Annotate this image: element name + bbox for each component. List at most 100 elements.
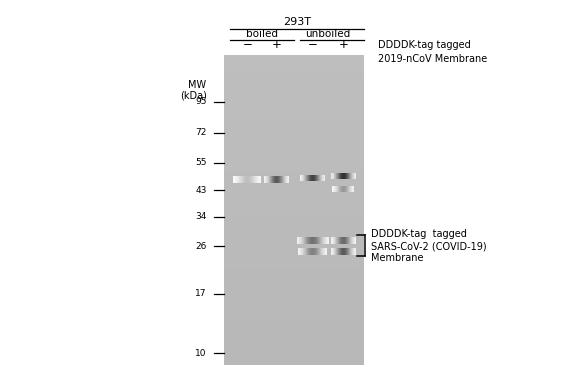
Bar bbox=[224, 353, 364, 357]
Bar bbox=[224, 307, 364, 311]
Bar bbox=[224, 140, 364, 144]
Bar bbox=[224, 78, 364, 82]
Bar bbox=[224, 314, 364, 318]
Bar bbox=[224, 222, 364, 225]
Text: 10: 10 bbox=[195, 349, 207, 358]
Text: +: + bbox=[272, 38, 281, 51]
Bar bbox=[224, 225, 364, 229]
Text: boiled: boiled bbox=[246, 29, 278, 39]
Bar bbox=[224, 167, 364, 171]
Bar bbox=[224, 86, 364, 90]
Bar bbox=[224, 113, 364, 117]
Bar bbox=[224, 129, 364, 132]
Bar bbox=[224, 218, 364, 222]
Bar bbox=[224, 121, 364, 125]
Bar bbox=[224, 191, 364, 194]
Bar bbox=[224, 67, 364, 70]
Text: 55: 55 bbox=[195, 158, 207, 167]
Bar bbox=[224, 342, 364, 345]
Text: 34: 34 bbox=[195, 212, 207, 221]
Text: 293T: 293T bbox=[283, 17, 311, 27]
Bar bbox=[224, 156, 364, 160]
Bar bbox=[224, 109, 364, 113]
Bar bbox=[224, 276, 364, 280]
Bar bbox=[224, 345, 364, 349]
Bar bbox=[224, 105, 364, 109]
Bar bbox=[224, 179, 364, 183]
Bar bbox=[224, 334, 364, 338]
Bar bbox=[224, 326, 364, 330]
Bar bbox=[224, 245, 364, 249]
Bar bbox=[224, 214, 364, 218]
Bar bbox=[224, 152, 364, 156]
Text: −: − bbox=[308, 38, 317, 51]
Bar bbox=[224, 256, 364, 260]
Bar bbox=[224, 260, 364, 264]
Text: DDDDK-tag tagged: DDDDK-tag tagged bbox=[378, 40, 471, 50]
Bar bbox=[224, 206, 364, 210]
Text: 2019-nCoV Membrane: 2019-nCoV Membrane bbox=[378, 54, 488, 64]
Bar bbox=[224, 136, 364, 140]
Bar bbox=[224, 241, 364, 245]
Bar bbox=[224, 237, 364, 241]
Bar bbox=[224, 187, 364, 191]
Bar bbox=[224, 357, 364, 361]
Bar bbox=[224, 148, 364, 152]
Bar bbox=[224, 171, 364, 175]
Bar bbox=[224, 132, 364, 136]
Bar bbox=[224, 291, 364, 295]
Bar bbox=[224, 90, 364, 94]
Bar bbox=[224, 82, 364, 86]
Bar bbox=[224, 101, 364, 105]
Bar bbox=[224, 330, 364, 334]
Text: +: + bbox=[339, 38, 348, 51]
Bar bbox=[224, 318, 364, 322]
Text: 26: 26 bbox=[195, 242, 207, 251]
Text: (kDa): (kDa) bbox=[180, 90, 207, 100]
Bar bbox=[224, 349, 364, 353]
Bar bbox=[224, 295, 364, 299]
Bar bbox=[224, 194, 364, 198]
Text: DDDDK-tag  tagged: DDDDK-tag tagged bbox=[371, 229, 467, 240]
Bar bbox=[224, 272, 364, 276]
Text: SARS-CoV-2 (COVID-19): SARS-CoV-2 (COVID-19) bbox=[371, 241, 487, 251]
Bar bbox=[224, 284, 364, 287]
Bar bbox=[224, 280, 364, 284]
Bar bbox=[224, 160, 364, 163]
Bar bbox=[224, 264, 364, 268]
Bar bbox=[224, 361, 364, 365]
Bar bbox=[224, 62, 364, 67]
Bar bbox=[224, 125, 364, 129]
Text: 17: 17 bbox=[195, 289, 207, 298]
Bar bbox=[224, 175, 364, 179]
Bar bbox=[224, 210, 364, 214]
Bar bbox=[224, 163, 364, 167]
Text: Membrane: Membrane bbox=[371, 253, 424, 263]
Bar bbox=[224, 55, 364, 365]
Bar bbox=[224, 74, 364, 78]
Bar bbox=[224, 229, 364, 233]
Bar bbox=[224, 249, 364, 253]
Bar bbox=[224, 253, 364, 256]
Bar bbox=[224, 144, 364, 148]
Bar bbox=[224, 98, 364, 101]
Bar bbox=[224, 268, 364, 272]
Text: −: − bbox=[243, 38, 252, 51]
Text: MW: MW bbox=[189, 80, 207, 90]
Text: 72: 72 bbox=[195, 129, 207, 137]
Bar bbox=[224, 202, 364, 206]
Bar bbox=[224, 198, 364, 202]
Bar bbox=[224, 117, 364, 121]
Bar bbox=[224, 338, 364, 342]
Bar bbox=[224, 311, 364, 314]
Text: 95: 95 bbox=[195, 98, 207, 107]
Bar bbox=[224, 55, 364, 59]
Text: unboiled: unboiled bbox=[305, 29, 350, 39]
Bar bbox=[224, 94, 364, 98]
Bar bbox=[224, 287, 364, 291]
Bar bbox=[224, 303, 364, 307]
Bar bbox=[224, 70, 364, 74]
Bar bbox=[224, 183, 364, 187]
Bar bbox=[224, 322, 364, 326]
Text: 43: 43 bbox=[195, 186, 207, 195]
